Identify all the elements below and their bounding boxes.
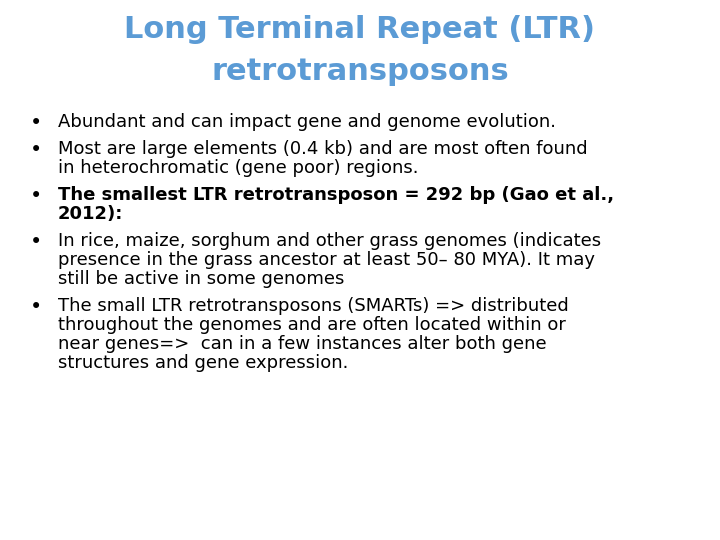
Text: •: • (30, 297, 42, 317)
Text: throughout the genomes and are often located within or: throughout the genomes and are often loc… (58, 316, 565, 334)
Text: •: • (30, 232, 42, 252)
Text: •: • (30, 140, 42, 160)
Text: still be active in some genomes: still be active in some genomes (58, 270, 344, 288)
Text: Most are large elements (0.4 kb) and are most often found: Most are large elements (0.4 kb) and are… (58, 140, 588, 158)
Text: Long Terminal Repeat (LTR): Long Terminal Repeat (LTR) (125, 15, 595, 44)
Text: Abundant and can impact gene and genome evolution.: Abundant and can impact gene and genome … (58, 113, 556, 131)
Text: The small LTR retrotransposons (SMARTs) => distributed: The small LTR retrotransposons (SMARTs) … (58, 297, 568, 315)
Text: •: • (30, 186, 42, 206)
Text: presence in the grass ancestor at least 50– 80 MYA). It may: presence in the grass ancestor at least … (58, 251, 595, 269)
Text: •: • (30, 113, 42, 133)
Text: 2012):: 2012): (58, 205, 123, 223)
Text: near genes=>  can in a few instances alter both gene: near genes=> can in a few instances alte… (58, 335, 546, 353)
Text: In rice, maize, sorghum and other grass genomes (indicates: In rice, maize, sorghum and other grass … (58, 232, 600, 250)
Text: structures and gene expression.: structures and gene expression. (58, 354, 348, 372)
Text: retrotransposons: retrotransposons (211, 57, 509, 86)
Text: The smallest LTR retrotransposon = 292 bp (Gao et al.,: The smallest LTR retrotransposon = 292 b… (58, 186, 613, 204)
Text: in heterochromatic (gene poor) regions.: in heterochromatic (gene poor) regions. (58, 159, 418, 177)
